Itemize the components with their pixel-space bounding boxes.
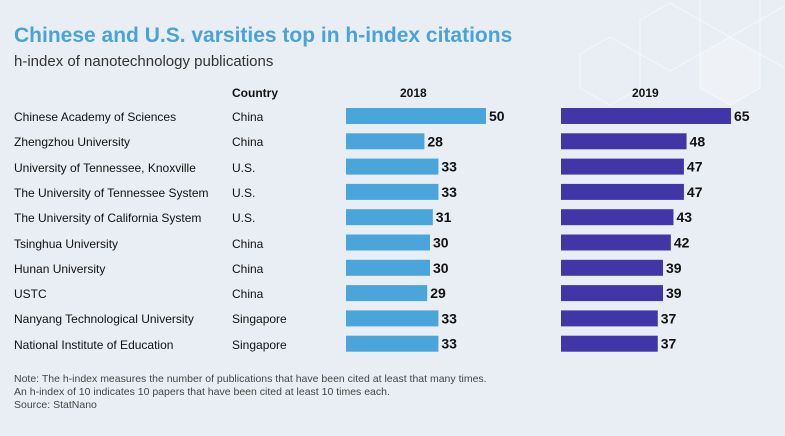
country-label: China [232,135,264,150]
country-label: China [232,261,264,276]
bar-2019-value-label: 43 [676,209,692,225]
country-label: Singapore [232,337,287,352]
source-line: Source: StatNano [14,399,97,411]
country-label: U.S. [232,160,256,175]
institution-label: National Institute of Education [14,337,174,352]
header-2018: 2018 [400,86,427,100]
bar-2018-value-label: 33 [441,310,457,326]
bar-2019 [561,158,684,175]
bar-2019 [561,133,687,150]
bar-2018 [346,310,439,327]
note-line: Note: The h-index measures the number of… [14,373,487,385]
bar-2019-value-label: 39 [666,260,682,276]
country-label: China [232,287,264,302]
bar-2018 [346,133,425,150]
bar-2018-value-label: 50 [489,108,505,124]
bar-2019 [561,183,684,200]
institution-label: Zhengzhou University [14,135,131,150]
bar-2019-value-label: 48 [690,133,706,149]
bar-2018 [346,335,439,352]
bar-2018 [346,209,433,226]
country-label: U.S. [232,211,256,226]
country-label: China [232,236,264,251]
chart-title: Chinese and U.S. varsities top in h-inde… [14,24,513,47]
bar-2019 [561,108,731,124]
bar-2018-value-label: 33 [441,159,457,175]
country-label: U.S. [232,185,256,200]
bar-2019-value-label: 37 [661,310,677,326]
bar-2018 [346,183,439,200]
bar-2018 [346,234,430,251]
bar-2018 [346,158,439,175]
bar-2018-value-label: 30 [433,235,449,251]
institution-label: Hunan University [14,261,106,276]
bar-2019 [561,259,663,276]
chart-subtitle: h-index of nanotechnology publications [14,53,274,70]
institution-label: The University of California System [14,211,202,226]
institution-label: Tsinghua University [14,236,119,251]
bar-2019-value-label: 37 [661,336,677,352]
header-2019: 2019 [632,86,659,100]
bar-2018-value-label: 31 [436,209,452,225]
institution-label: Nanyang Technological University [14,312,194,327]
bar-2018-value-label: 28 [427,133,443,149]
footnote: Note: The h-index measures the number of… [14,373,487,412]
bar-2018-value-label: 30 [433,260,449,276]
bar-2019-value-label: 42 [674,235,690,251]
bar-2019-value-label: 39 [666,285,682,301]
institution-label: University of Tennessee, Knoxville [14,160,196,175]
bar-2018-value-label: 33 [441,336,457,352]
bar-2019 [561,285,663,302]
institution-label: Chinese Academy of Sciences [14,110,177,124]
note-line: An h-index of 10 indicates 10 papers tha… [14,386,390,398]
country-column-header: Country [232,86,278,100]
bar-2019-value-label: 47 [687,159,703,175]
institution-label: The University of Tennessee System [14,185,209,200]
bar-2018 [346,259,430,276]
bar-2019 [561,335,658,352]
bar-2019 [561,209,674,226]
bar-2018 [346,285,428,302]
bar-2018-value-label: 29 [430,285,446,301]
bar-2019-value-label: 47 [687,184,703,200]
institution-label: USTC [14,287,47,302]
bar-2019 [561,234,671,251]
country-label: Singapore [232,312,287,327]
bar-2019 [561,310,658,327]
bar-2018 [346,108,486,124]
bar-2018-value-label: 33 [441,184,457,200]
country-label: China [232,110,264,124]
bar-2019-value-label: 65 [734,108,750,124]
